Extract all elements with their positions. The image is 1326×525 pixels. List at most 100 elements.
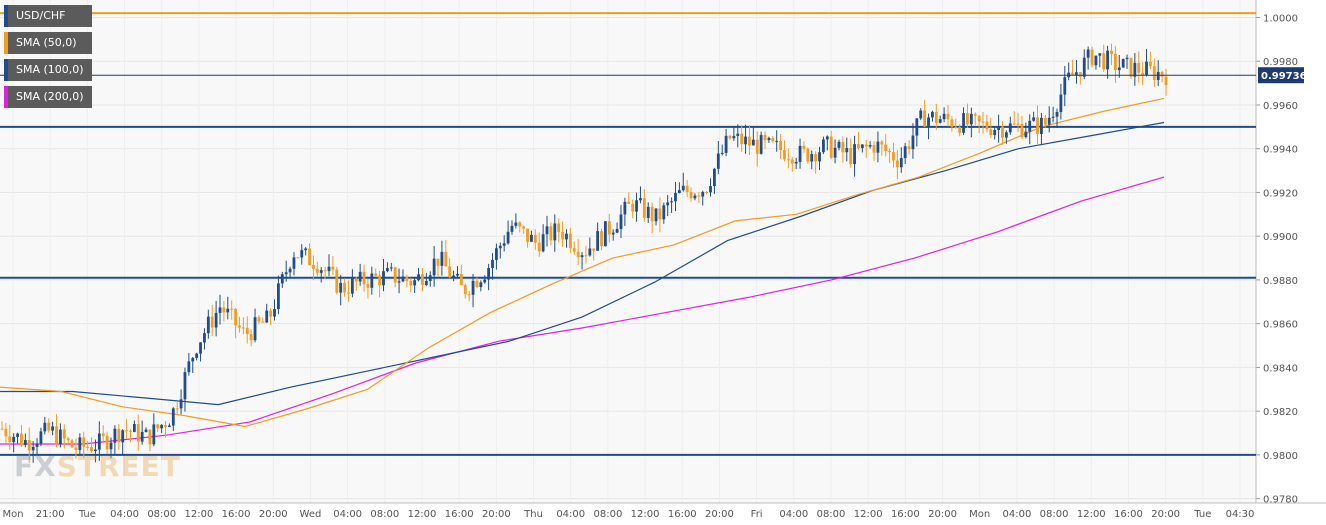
candle-body [934, 111, 938, 123]
candle-body [1024, 131, 1028, 138]
candle-body [561, 232, 564, 240]
candle-body [312, 265, 315, 269]
candle-body [370, 273, 374, 288]
candle-body [689, 192, 693, 199]
legend-label: SMA (200,0) [16, 90, 84, 103]
candle-body [210, 316, 214, 328]
candle-body [639, 198, 642, 201]
x-tick-label: 21:00 [36, 509, 65, 520]
legend-item-sma50[interactable]: SMA (50,0) [4, 32, 92, 54]
candle-body [393, 267, 397, 283]
candle-body [195, 353, 199, 358]
candle-body [650, 206, 654, 222]
candle-body [849, 148, 853, 165]
candle-body [833, 147, 837, 158]
candle-body [631, 203, 635, 212]
candle-body [592, 248, 596, 251]
candle-body [767, 137, 771, 141]
candle-body [1117, 67, 1121, 71]
x-tick-label: Thu [523, 509, 543, 520]
candle-body [132, 423, 136, 432]
candle-body [487, 267, 491, 280]
y-tick-label: 0.9800 [1263, 451, 1298, 462]
candle-body [218, 307, 222, 313]
candle-body [238, 325, 241, 328]
candle-body [1016, 123, 1020, 125]
candle-body [981, 121, 985, 123]
candle-body [382, 271, 385, 286]
x-tick-label: 12:00 [408, 509, 437, 520]
candle-body [1020, 124, 1024, 138]
candle-body [94, 449, 97, 452]
candle-body [907, 146, 911, 150]
candle-body [623, 201, 627, 215]
candle-body [654, 208, 658, 222]
candle-body [1047, 117, 1051, 125]
x-tick-label: 16:00 [1114, 509, 1143, 520]
legend-item-sma200[interactable]: SMA (200,0) [4, 86, 92, 108]
candle-body [755, 139, 759, 154]
candle-body [829, 136, 833, 158]
candle-body [319, 270, 323, 273]
candle-body [1098, 53, 1102, 56]
candle-body [1090, 49, 1094, 66]
candle-body [97, 433, 101, 450]
candle-body [822, 139, 825, 153]
x-tick-label: 08:00 [817, 509, 846, 520]
candle-body [677, 190, 681, 193]
candle-body [724, 135, 728, 153]
candle-body [413, 280, 417, 286]
candle-body [467, 294, 471, 296]
x-tick-label: 20:00 [259, 509, 288, 520]
candle-body [78, 437, 82, 451]
candle-body [187, 361, 191, 373]
x-tick-label: 04:00 [333, 509, 362, 520]
candle-body [148, 429, 152, 445]
candle-body [732, 135, 736, 139]
legend-item-sma100[interactable]: SMA (100,0) [4, 59, 92, 81]
x-tick-label: 08:00 [593, 509, 622, 520]
sma100-line [0, 121, 1165, 406]
candle-body [51, 426, 55, 431]
candle-body [452, 275, 455, 278]
candle-body [417, 274, 420, 281]
candle-body [397, 281, 401, 283]
candle-body [693, 195, 697, 199]
candle-body [790, 159, 794, 164]
legend-item-usdchf[interactable]: USD/CHF [4, 5, 92, 27]
candle-body [389, 267, 393, 269]
candle-body [600, 231, 603, 247]
candle-body [432, 258, 436, 276]
x-tick-label: Mon [969, 509, 990, 520]
x-tick-label: 12:00 [1077, 509, 1106, 520]
x-tick-label: 04:00 [110, 509, 139, 520]
candle-body [899, 158, 903, 168]
candle-body [557, 223, 561, 233]
candle-body [140, 431, 144, 442]
candle-body [62, 429, 66, 439]
candle-body [530, 234, 533, 242]
y-tick-label: 0.9960 [1263, 101, 1298, 112]
candle-body [880, 141, 884, 145]
candle-body [553, 223, 557, 241]
plot-background [0, 0, 1256, 503]
legend-swatch [4, 59, 8, 81]
candle-body [113, 428, 117, 443]
candle-body [136, 423, 140, 442]
candle-body [292, 257, 296, 269]
candle-body [596, 231, 600, 251]
candle-body [759, 135, 763, 154]
candle-body [456, 273, 459, 276]
candle-body [386, 268, 389, 272]
candle-body [853, 144, 856, 165]
candle-body [1078, 72, 1082, 77]
y-tick-label: 0.9780 [1263, 495, 1298, 506]
candle-body [167, 425, 171, 428]
candle-body [806, 148, 810, 162]
candle-body [160, 424, 164, 429]
candle-body [825, 136, 829, 140]
candle-body [662, 205, 666, 220]
candle-body [588, 248, 592, 256]
candle-body [175, 408, 179, 410]
candle-body [526, 228, 529, 242]
